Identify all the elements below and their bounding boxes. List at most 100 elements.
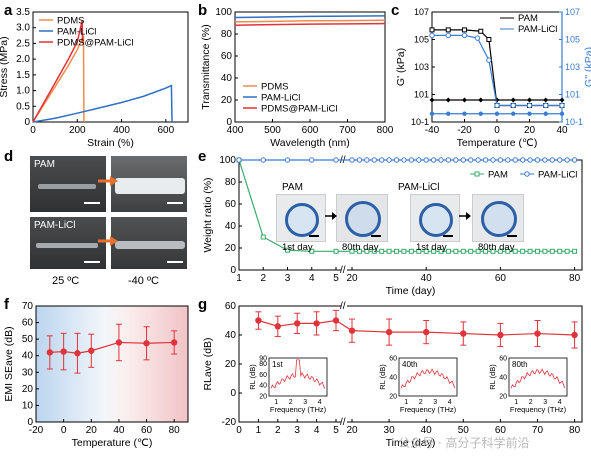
- e-marker: [527, 157, 533, 163]
- b-xtick-label: 400: [227, 125, 244, 136]
- b-legend-label: PAM-LiCl: [261, 93, 300, 104]
- e-legend-label: PAM: [488, 170, 508, 181]
- e-marker: [349, 248, 355, 254]
- g-marker: [497, 331, 504, 339]
- c-ylabel: G' (kPa): [395, 48, 407, 86]
- e-marker: [438, 248, 444, 254]
- e-marker: [236, 157, 242, 163]
- e-ytick-label: 80: [225, 177, 237, 188]
- b-ytick-label: 60: [221, 51, 233, 62]
- g-xtick-label: 80: [569, 425, 581, 436]
- g-xtick-label: 4: [314, 425, 320, 436]
- b-ytick-label: 80: [221, 29, 233, 40]
- sample-photo-pamlicl-day80: [472, 194, 524, 242]
- g-inset-ytick-label: 60: [389, 356, 397, 363]
- g-ytick-label: 20: [225, 359, 237, 370]
- c-marker: [543, 97, 549, 103]
- c-legend-label: PAM: [518, 13, 538, 24]
- photo-caption-pamlicl: PAM-LiCl: [34, 220, 76, 231]
- g-xtick-label: 5: [333, 425, 339, 436]
- a-series-line: [32, 84, 173, 123]
- g-ytick-label: 0: [230, 388, 236, 399]
- f-background-gradient: [36, 306, 188, 422]
- c-ytick-right-label: 10-1: [565, 117, 583, 127]
- a-legend-label: PDMS: [57, 16, 84, 27]
- g-inset-xtick-label: 1: [404, 399, 408, 406]
- c-marker: [486, 57, 492, 63]
- c-marker: [559, 97, 565, 103]
- e-marker: [497, 248, 503, 254]
- f-xlabel: Temperature (℃): [72, 437, 153, 449]
- e-ytick-label: 0: [230, 265, 236, 276]
- temp-label-minus40c: -40 ºC: [128, 275, 159, 287]
- e-xtick-label: 1: [236, 273, 242, 284]
- g-inset-xtick-label: 2: [419, 399, 423, 406]
- stress-strain-chart: 0 200 400 600 0 0.5 1.0 1.5 2.0 2.5 3.0 3.5 Strain (…: [0, 7, 189, 149]
- g-axis-break-mark: //: [340, 417, 346, 428]
- c-marker: [494, 111, 500, 116]
- g-ytick-label: -20: [222, 417, 237, 428]
- g-marker: [534, 330, 541, 337]
- e-marker: [534, 248, 540, 254]
- a-ytick-label: 2.5: [16, 38, 30, 49]
- sample-photo-pam-day1: [276, 194, 326, 242]
- e-xtick-label: 4: [309, 273, 315, 284]
- e-marker: [564, 248, 570, 254]
- e-marker: [475, 157, 481, 163]
- panel-label-a: a: [4, 2, 13, 19]
- e-marker: [482, 157, 489, 163]
- f-marker: [143, 340, 150, 347]
- g-axis-break-gap: [341, 304, 347, 424]
- e-marker: [364, 248, 370, 254]
- e-marker: [423, 157, 429, 163]
- f-ytick-label: 50: [22, 334, 34, 345]
- a-legend-label: PAM-LiCl: [57, 27, 96, 38]
- f-ytick-label: 0: [27, 417, 33, 428]
- b-legend-label: PDMS: [261, 82, 288, 93]
- c-marker: [494, 102, 500, 109]
- e-marker: [408, 157, 415, 163]
- panel-label-g: g: [198, 296, 208, 313]
- e-marker: [460, 248, 466, 254]
- caption-pamlicl-day1: 1st day: [416, 242, 447, 253]
- f-ytick-label: 10: [22, 400, 34, 411]
- a-ytick-label: 0.5: [16, 101, 30, 112]
- e-marker: [520, 248, 526, 254]
- arrow-icon-day-pamlicl: [459, 212, 471, 220]
- g-xtick-label: 30: [384, 425, 396, 436]
- g-xlabel: Time (day): [386, 437, 436, 449]
- g-inset-ytick-label: 20: [389, 394, 397, 401]
- g-inset-title: 1st: [272, 360, 283, 369]
- g-inset-xtick-label: 4: [318, 399, 322, 406]
- c-marker: [429, 32, 435, 39]
- e-marker: [356, 157, 363, 163]
- panel-label-b: b: [198, 2, 208, 19]
- a-ytick-label: 1.5: [16, 70, 30, 81]
- f-marker: [88, 347, 95, 354]
- e-marker: [564, 157, 570, 163]
- c-ytick-right-label: 103: [565, 62, 580, 72]
- c-xtick-label: 40: [556, 125, 568, 136]
- g-inset-ytick-label: 20: [499, 394, 507, 401]
- g-marker: [422, 328, 430, 336]
- g-inset-ytick-label: 60: [259, 372, 267, 379]
- e-marker: [512, 157, 518, 163]
- panel-label-e: e: [198, 148, 207, 165]
- e-marker: [356, 248, 362, 254]
- g-xtick-label: 2: [275, 425, 281, 436]
- c-marker: [429, 111, 435, 116]
- c-ytick-label: 105: [414, 35, 429, 45]
- g-marker: [274, 323, 281, 330]
- g-inset-ytick-label: 20: [259, 394, 267, 401]
- f-xtick-label: 60: [141, 425, 153, 436]
- f-xtick-label: 80: [169, 425, 181, 436]
- c-xtick-label: 0: [494, 125, 500, 136]
- g-inset-xlabel: Frequency (THz): [400, 405, 457, 414]
- c-marker: [429, 97, 435, 103]
- e-marker: [349, 157, 355, 163]
- c-xlabel: Temperature (℃): [457, 137, 538, 149]
- g-xtick-label: 1: [256, 425, 262, 436]
- f-marker: [170, 339, 178, 346]
- c-marker: [429, 27, 435, 33]
